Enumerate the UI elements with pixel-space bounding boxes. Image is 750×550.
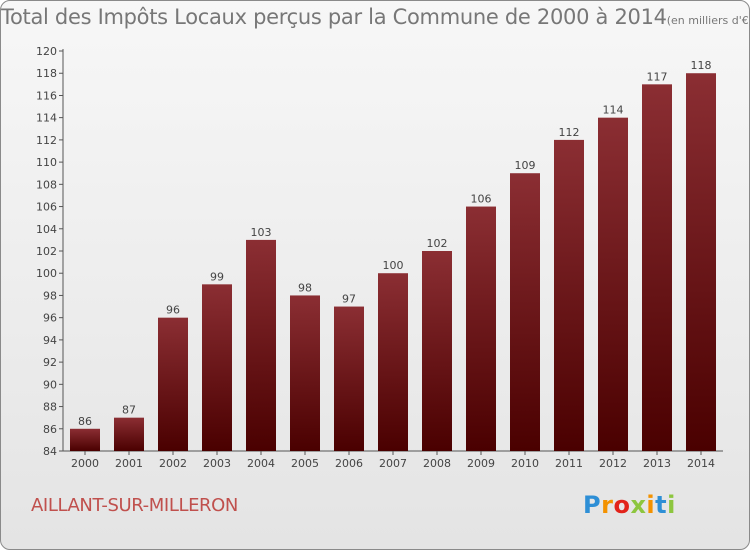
x-tick-label: 2009 [467,457,495,470]
bar [202,284,232,451]
y-tick-label: 90 [43,378,57,391]
x-tick-label: 2013 [643,457,671,470]
bar-value-label: 87 [122,404,136,417]
bar-value-label: 112 [559,126,580,139]
x-tick-label: 2000 [71,457,99,470]
bar-value-label: 109 [515,159,536,172]
bar-value-label: 117 [647,70,668,83]
chart-title-text: Total des Impôts Locaux perçus par la Co… [1,5,667,29]
logo-letter: o [613,491,631,519]
proxiti-logo[interactable]: Proxiti [583,491,676,519]
commune-name: AILLANT-SUR-MILLERON [31,495,238,516]
bar [70,428,100,451]
bar-value-label: 100 [383,259,404,272]
logo-letter: r [601,491,614,519]
bar [510,173,540,451]
bar [422,251,452,451]
y-tick-label: 102 [36,245,57,258]
logo-letter: i [667,491,676,519]
bar [378,273,408,451]
bar-value-label: 86 [78,415,92,428]
bar [114,417,144,451]
chart-unit-label: (en milliers d'€) [666,14,750,27]
logo-letter: t [655,491,668,519]
y-tick-label: 98 [43,289,57,302]
x-tick-label: 2001 [115,457,143,470]
y-tick-label: 116 [36,89,57,102]
y-tick-label: 110 [36,156,57,169]
y-tick-label: 94 [43,334,57,347]
bar-value-label: 102 [427,237,448,250]
bar [642,84,672,451]
bar [246,239,276,451]
y-tick-label: 106 [36,201,57,214]
y-tick-label: 84 [43,445,57,458]
y-tick-label: 100 [36,267,57,280]
x-tick-label: 2011 [555,457,583,470]
chart-title: Total des Impôts Locaux perçus par la Co… [1,5,750,29]
bar-value-label: 114 [603,104,624,117]
bar-value-label: 106 [471,193,492,206]
y-tick-label: 88 [43,401,57,414]
bar [554,139,584,451]
bar-value-label: 99 [210,270,224,283]
x-tick-label: 2007 [379,457,407,470]
y-tick-label: 120 [36,45,57,58]
bar-value-label: 96 [166,304,180,317]
bar [598,117,628,452]
x-tick-label: 2003 [203,457,231,470]
x-tick-label: 2012 [599,457,627,470]
x-tick-label: 2002 [159,457,187,470]
bar-value-label: 97 [342,293,356,306]
x-tick-label: 2014 [687,457,715,470]
y-tick-label: 112 [36,134,57,147]
y-tick-label: 108 [36,178,57,191]
bar [334,306,364,451]
x-tick-label: 2010 [511,457,539,470]
y-tick-label: 92 [43,356,57,369]
x-tick-label: 2005 [291,457,319,470]
bar-value-label: 118 [691,59,712,72]
y-tick-label: 96 [43,312,57,325]
logo-letter: i [646,491,656,519]
bar [686,73,716,451]
bar-value-label: 103 [251,226,272,239]
logo-letter: P [583,491,602,519]
y-tick-label: 104 [36,223,57,236]
bar-value-label: 98 [298,281,312,294]
bar [158,317,188,451]
y-tick-label: 114 [36,112,57,125]
logo-letter: x [630,491,647,519]
x-tick-label: 2004 [247,457,275,470]
y-tick-label: 118 [36,67,57,80]
bar [290,295,320,451]
x-tick-label: 2006 [335,457,363,470]
y-tick-label: 86 [43,423,57,436]
x-tick-label: 2008 [423,457,451,470]
bar [466,206,496,451]
